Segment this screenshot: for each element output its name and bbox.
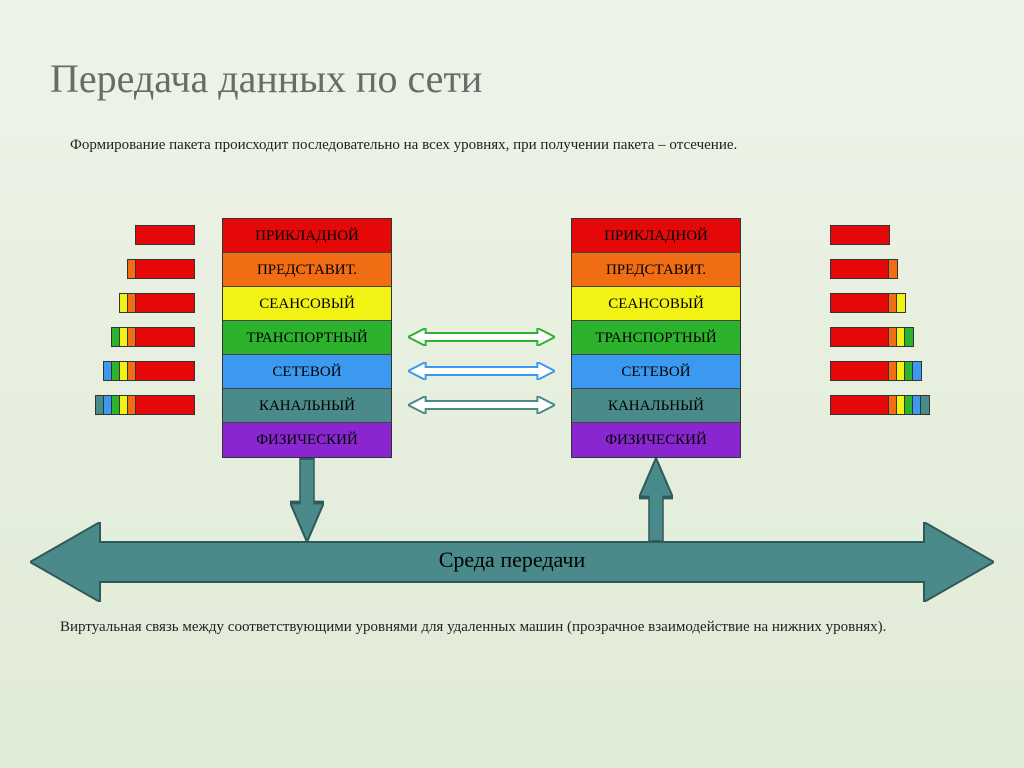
slide-title: Передача данных по сети — [50, 55, 482, 102]
packet-row — [127, 259, 195, 279]
packet-row — [135, 225, 195, 245]
slide-subtitle: Формирование пакета происходит последова… — [70, 135, 964, 155]
layer-4: СЕТЕВОЙ — [223, 355, 391, 389]
layer-5: КАНАЛЬНЫЙ — [223, 389, 391, 423]
layer-6: ФИЗИЧЕСКИЙ — [223, 423, 391, 457]
osi-stack-left: ПРИКЛАДНОЙПРЕДСТАВИТ.СЕАНСОВЫЙТРАНСПОРТН… — [222, 218, 392, 458]
packet-row — [95, 395, 195, 415]
double-arrow-icon — [408, 328, 555, 346]
layer-0: ПРИКЛАДНОЙ — [223, 219, 391, 253]
layer-5: КАНАЛЬНЫЙ — [572, 389, 740, 423]
layer-2: СЕАНСОВЫЙ — [572, 287, 740, 321]
layer-1: ПРЕДСТАВИТ. — [223, 253, 391, 287]
layer-0: ПРИКЛАДНОЙ — [572, 219, 740, 253]
layer-6: ФИЗИЧЕСКИЙ — [572, 423, 740, 457]
layer-4: СЕТЕВОЙ — [572, 355, 740, 389]
packet-row — [830, 395, 930, 415]
packet-row — [830, 225, 890, 245]
packet-row — [111, 327, 195, 347]
osi-stack-right: ПРИКЛАДНОЙПРЕДСТАВИТ.СЕАНСОВЫЙТРАНСПОРТН… — [571, 218, 741, 458]
packet-row — [103, 361, 195, 381]
layer-2: СЕАНСОВЫЙ — [223, 287, 391, 321]
packet-row — [830, 293, 906, 313]
packet-row — [830, 327, 914, 347]
packet-row — [119, 293, 195, 313]
layer-3: ТРАНСПОРТНЫЙ — [572, 321, 740, 355]
double-arrow-icon — [408, 362, 555, 380]
layer-1: ПРЕДСТАВИТ. — [572, 253, 740, 287]
transmission-medium-label: Среда передачи — [0, 547, 1024, 573]
double-arrow-icon — [408, 396, 555, 414]
slide-footer: Виртуальная связь между соответствующими… — [60, 617, 964, 637]
layer-3: ТРАНСПОРТНЫЙ — [223, 321, 391, 355]
packet-row — [830, 361, 922, 381]
packet-row — [830, 259, 898, 279]
